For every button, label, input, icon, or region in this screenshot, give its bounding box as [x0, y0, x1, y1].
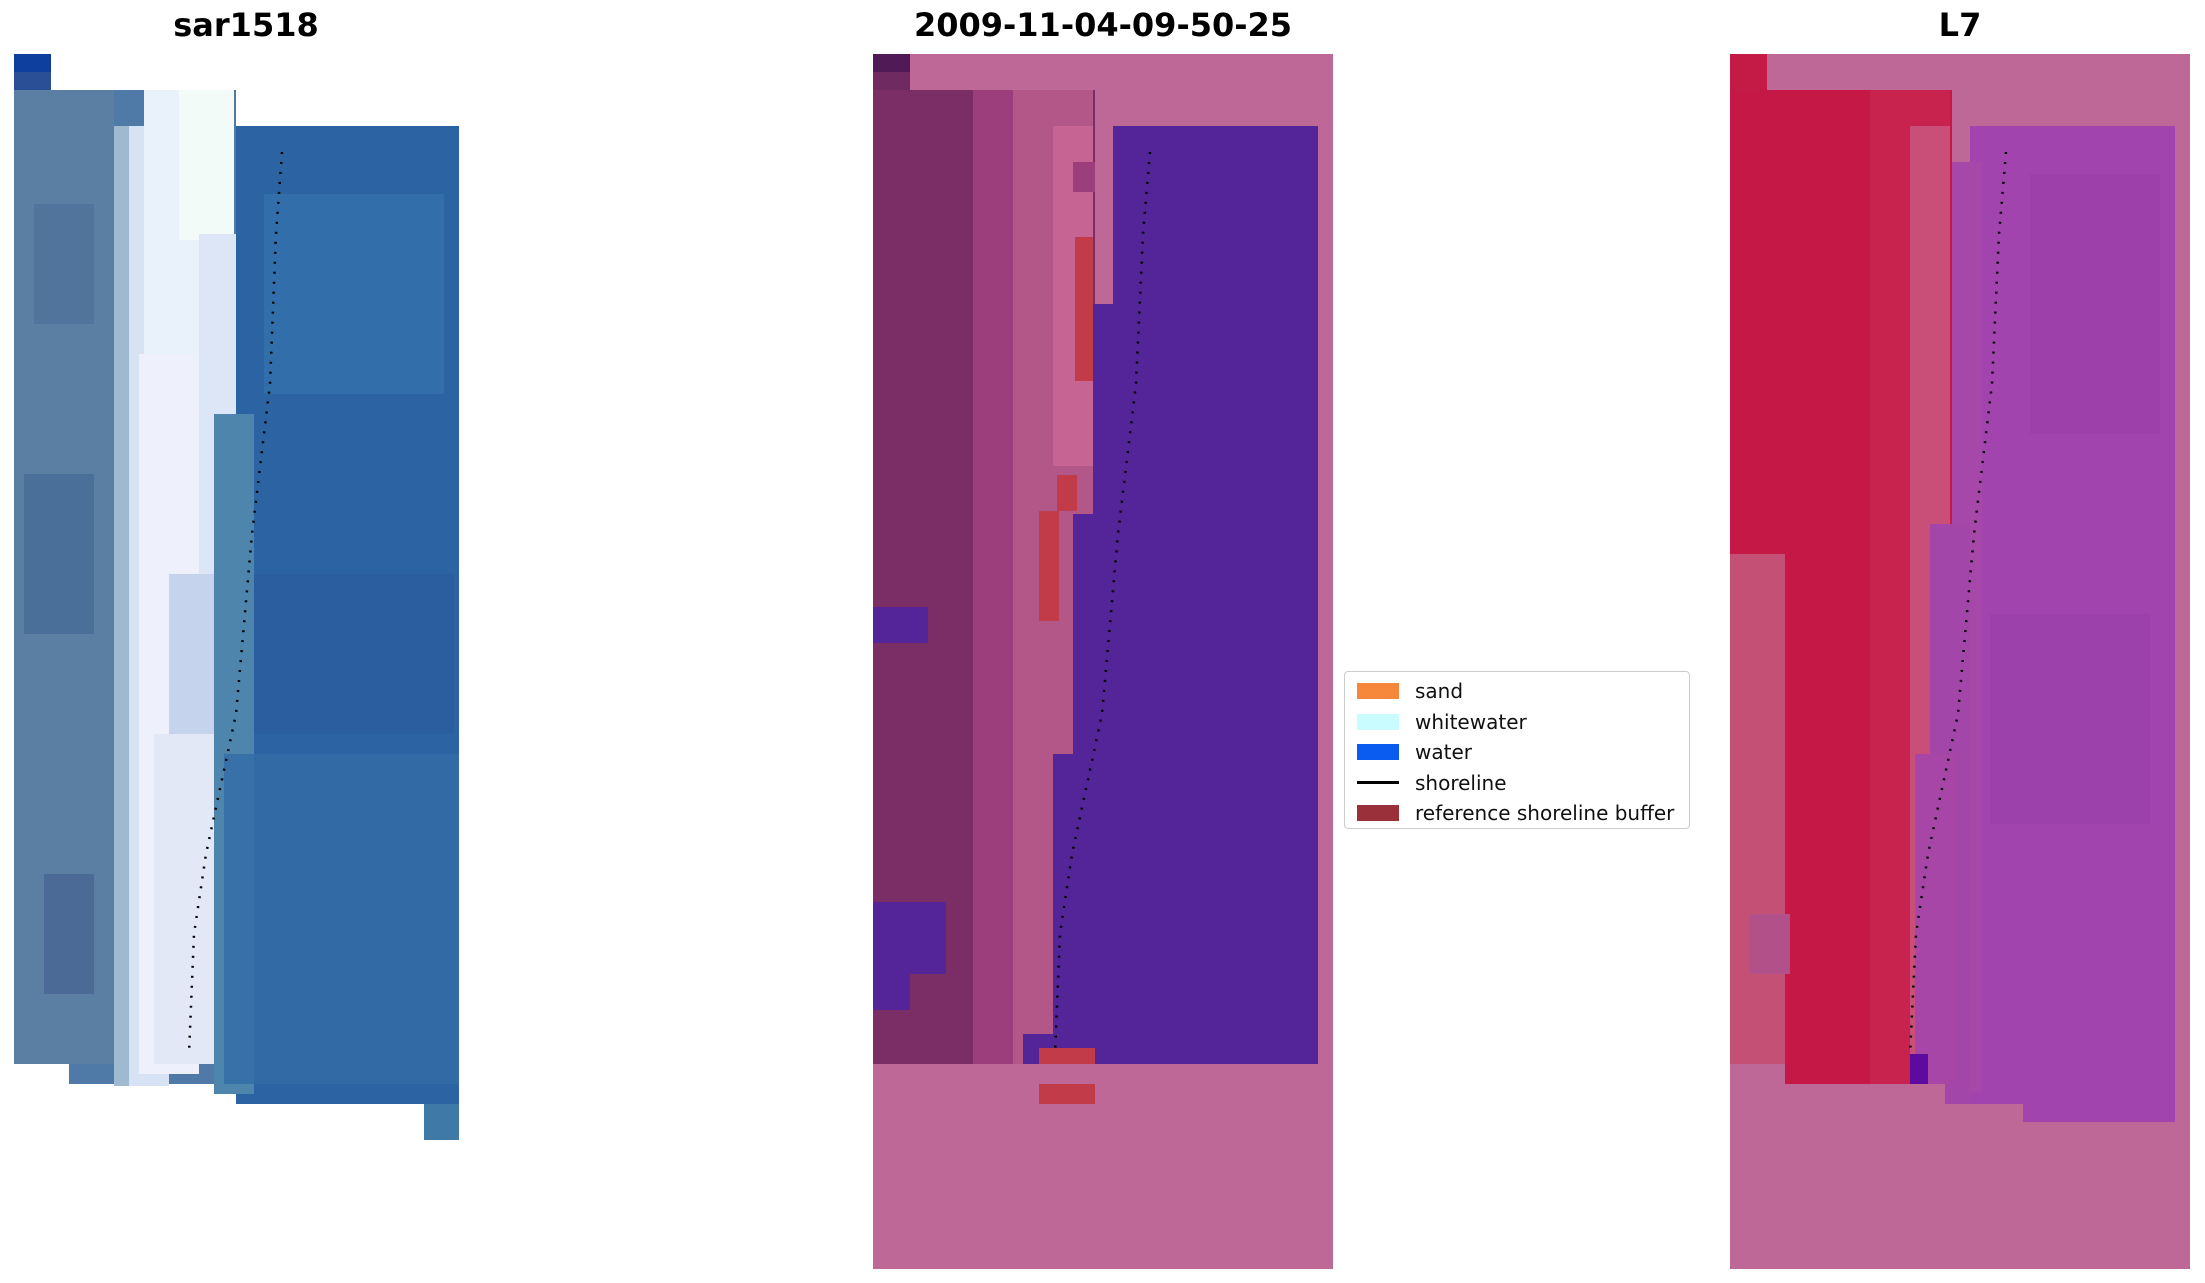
- panel-title-l7: L7: [1938, 6, 1982, 44]
- classified-image: [873, 54, 1333, 1269]
- rgb-image: [14, 54, 474, 1269]
- l7-image: [1730, 54, 2190, 1269]
- buffer-swatch: [1357, 805, 1399, 822]
- legend-item-whitewater: whitewater: [1357, 707, 1677, 738]
- legend-label: sand: [1415, 679, 1464, 704]
- legend-label: water: [1415, 740, 1472, 765]
- legend-item-sand: sand: [1357, 676, 1677, 707]
- shoreline-line-swatch: [1357, 781, 1399, 785]
- l7-image-panel: [1730, 54, 2190, 1269]
- legend-item-shoreline: shoreline: [1357, 768, 1677, 799]
- whitewater-swatch: [1357, 713, 1399, 730]
- legend-label: reference shoreline buffer: [1415, 801, 1675, 826]
- classified-image-panel: [873, 54, 1333, 1269]
- water-swatch: [1357, 744, 1399, 761]
- legend-item-buffer: reference shoreline buffer: [1357, 798, 1677, 829]
- panel-title-classified: 2009-11-04-09-50-25: [913, 6, 1293, 44]
- sand-swatch: [1357, 683, 1399, 700]
- legend-item-water: water: [1357, 737, 1677, 768]
- legend-label: shoreline: [1415, 770, 1507, 795]
- legend: sand whitewater water shoreline referenc…: [1344, 671, 1690, 829]
- rgb-image-panel: [14, 54, 474, 1269]
- legend-label: whitewater: [1415, 709, 1527, 734]
- panel-title-rgb: sar1518: [173, 6, 319, 44]
